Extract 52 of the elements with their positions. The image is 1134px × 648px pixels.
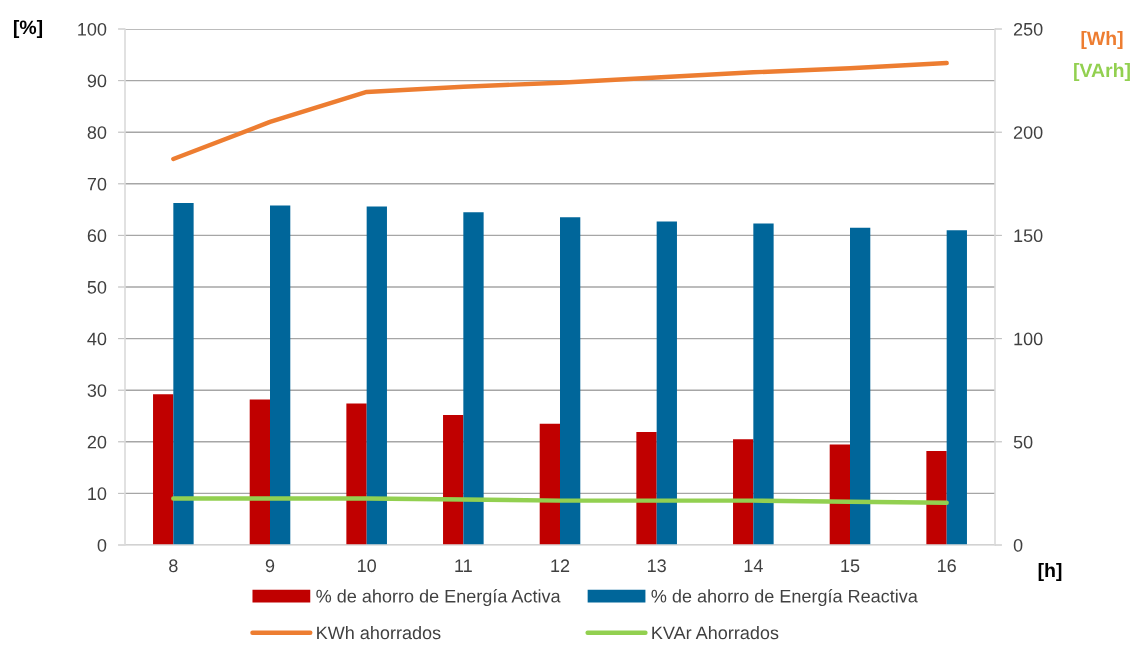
bar <box>656 221 677 545</box>
bar <box>733 439 754 545</box>
y-tick-label: 80 <box>87 126 107 139</box>
bar <box>153 394 174 545</box>
x-tick-label: 9 <box>265 559 275 573</box>
x-tick-label: 8 <box>169 559 178 573</box>
bar <box>926 451 947 545</box>
bar <box>946 230 967 545</box>
x-tick-label: 11 <box>455 559 472 572</box>
x-tick-label: 10 <box>358 559 376 573</box>
y-axis-title: [%] <box>13 19 43 39</box>
legend-label: % de ahorro de Energía Activa <box>316 589 561 607</box>
bar <box>346 403 367 545</box>
y-tick-label: 30 <box>87 384 107 397</box>
line-series <box>171 60 949 162</box>
y-tick-label: 0 <box>97 538 107 552</box>
bar <box>249 399 270 545</box>
bar <box>753 223 774 545</box>
x-tick-label: 15 <box>841 559 860 573</box>
y2-tick-label: 50 <box>1013 435 1033 449</box>
y2-tick-label: 100 <box>1014 332 1043 346</box>
x-tick-label: 12 <box>551 559 570 572</box>
legend-label: KWh ahorrados <box>317 625 441 640</box>
x-tick-label: 16 <box>938 559 956 573</box>
bar <box>173 202 194 545</box>
bar <box>539 423 560 545</box>
y-tick-label: 40 <box>87 332 107 346</box>
y-tick-label: 10 <box>88 487 107 501</box>
y-tick-label: 60 <box>87 229 107 243</box>
y-tick-label: 90 <box>87 74 107 88</box>
legend-label: % de ahorro de Energía Reactiva <box>651 589 918 607</box>
bar <box>463 212 484 545</box>
y-tick-label: 70 <box>87 177 107 191</box>
y2-tick-label: 0 <box>1013 538 1023 552</box>
y-tick-label: 20 <box>87 435 107 449</box>
y-tick-label: 100 <box>78 22 107 36</box>
y-tick-label: 50 <box>87 280 107 294</box>
bar <box>443 414 464 545</box>
bar <box>850 227 871 545</box>
bar <box>366 206 387 545</box>
x-tick-label: 13 <box>648 559 666 573</box>
legend-label: KVAr Ahorrados <box>652 625 779 640</box>
y2-tick-label: 150 <box>1014 229 1043 243</box>
bar <box>636 432 657 545</box>
bar <box>270 205 291 545</box>
x-axis-title: [h] <box>1038 562 1062 582</box>
bar <box>560 217 581 545</box>
bar <box>829 444 850 545</box>
y2-axis-title: [Wh] [VArh] <box>1074 30 1130 82</box>
y2-tick-label: 250 <box>1013 22 1043 36</box>
x-tick-label: 14 <box>744 559 763 572</box>
y2-tick-label: 200 <box>1013 126 1043 139</box>
